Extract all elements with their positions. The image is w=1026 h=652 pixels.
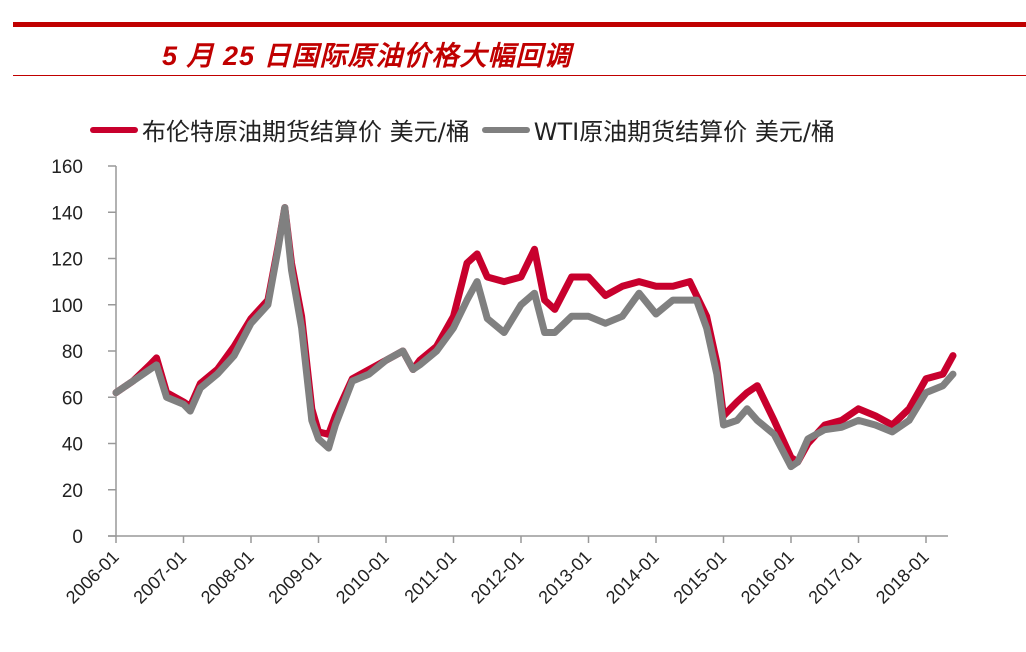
x-tick-label: 2006-01 bbox=[62, 547, 123, 608]
y-tick-label: 120 bbox=[51, 250, 83, 271]
x-tick-label: 2009-01 bbox=[264, 547, 325, 608]
header-top-rule bbox=[13, 22, 1026, 27]
x-tick-label: 2010-01 bbox=[332, 547, 393, 608]
page-title: 5 月 25 日国际原油价格大幅回调 bbox=[162, 41, 572, 71]
y-tick-label: 140 bbox=[51, 203, 83, 224]
y-tick-label: 60 bbox=[62, 388, 83, 409]
y-tick-label: 0 bbox=[72, 527, 83, 548]
x-tick-label: 2007-01 bbox=[129, 547, 190, 608]
legend-item-wti: WTI原油期货结算价 美元/桶 bbox=[481, 112, 835, 147]
x-tick-label: 2018-01 bbox=[872, 547, 933, 608]
y-tick-label: 20 bbox=[62, 481, 83, 502]
y-tick-label: 100 bbox=[51, 296, 83, 317]
x-tick-label: 2017-01 bbox=[804, 547, 865, 608]
y-tick-label: 160 bbox=[51, 157, 83, 178]
x-tick-label: 2013-01 bbox=[534, 547, 595, 608]
legend-label-wti: WTI原油期货结算价 美元/桶 bbox=[533, 118, 835, 146]
header-bottom-rule bbox=[13, 75, 1026, 76]
x-tick-label: 2011-01 bbox=[400, 547, 460, 607]
y-tick-label: 80 bbox=[62, 342, 83, 363]
series-line-wti bbox=[112, 204, 957, 471]
x-tick-label: 2008-01 bbox=[197, 547, 258, 608]
legend-swatch-brent bbox=[90, 126, 138, 133]
legend-swatch-wti bbox=[481, 126, 530, 133]
chart-axes: 0 20 40 60 80 100 120 140 160 2006-01 2007-01 2008-… bbox=[51, 157, 948, 608]
x-tick-label: 2016-01 bbox=[737, 547, 798, 608]
y-tick-label: 40 bbox=[62, 435, 83, 456]
x-tick-label: 2015-01 bbox=[669, 547, 730, 608]
legend-item-brent: 布伦特原油期货结算价 美元/桶 bbox=[90, 112, 470, 147]
chart-legend: 布伦特原油期货结算价 美元/桶 WTI原油期货结算价 美元/桶 bbox=[90, 112, 847, 147]
x-tick-label: 2012-01 bbox=[467, 547, 528, 608]
chart-series bbox=[112, 204, 957, 471]
legend-label-brent: 布伦特原油期货结算价 美元/桶 bbox=[142, 118, 470, 146]
x-tick-label: 2014-01 bbox=[602, 547, 663, 608]
